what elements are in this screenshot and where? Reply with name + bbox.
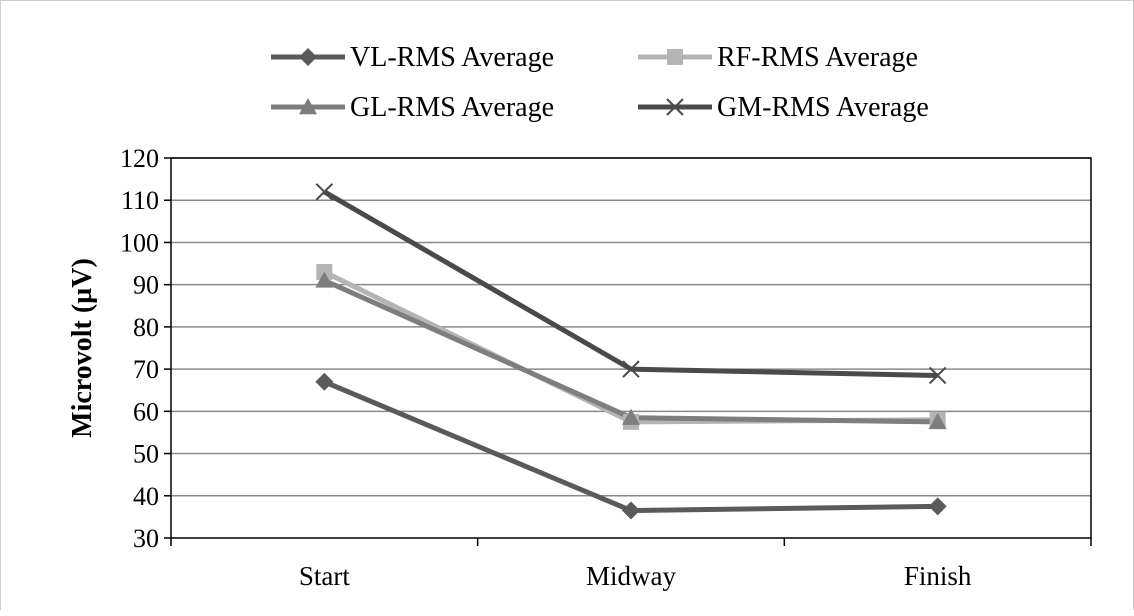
data-point-triangle (315, 271, 334, 288)
legend-entry: GL-RMS Average (271, 92, 554, 123)
y-tick-label: 60 (133, 397, 159, 426)
data-point-x (315, 183, 334, 201)
y-tick-label: 120 (120, 144, 159, 173)
y-tick-label: 50 (133, 440, 159, 469)
data-point-diamond (622, 501, 640, 520)
axes: 30 40 50 60 70 80 90 100 110 120 Start Midway Finish (120, 144, 1092, 591)
y-tick-label: 40 (133, 482, 159, 511)
x-marker-stroke (928, 366, 947, 385)
legend-marker (299, 48, 317, 66)
legend: VL-RMS Average RF-RMS Average GL-RMS Avera… (271, 42, 929, 123)
legend-marker (299, 98, 317, 115)
legend-label: GL-RMS Average (350, 92, 554, 123)
y-tick-label: 70 (133, 355, 159, 384)
series-lines (323, 189, 938, 514)
series-line-gl-rms-average (323, 278, 938, 425)
legend-marker (666, 98, 684, 116)
series-line-gm-rms-average (323, 189, 938, 378)
series-line-rf-rms-average (323, 269, 938, 425)
data-point-diamond (928, 497, 947, 516)
y-axis-title: Microvolt (µV) (67, 258, 98, 438)
x-marker-stroke (622, 360, 640, 378)
x-category-label: Finish (904, 561, 972, 591)
y-tick-label: 100 (120, 228, 159, 257)
y-tick-label: 30 (133, 524, 159, 553)
x-category-label: Start (299, 561, 350, 591)
legend-label: RF-RMS Average (717, 42, 918, 73)
series-markers (315, 183, 947, 520)
data-point-triangle (928, 412, 947, 430)
y-tick-label: 90 (133, 271, 159, 300)
legend-entry: GM-RMS Average (638, 92, 929, 123)
data-point-x (622, 360, 640, 378)
series-line-vl-rms-average (323, 379, 938, 514)
y-tick-label: 80 (133, 313, 159, 342)
data-point-x (928, 366, 947, 385)
x-category-label: Midway (586, 561, 676, 591)
y-tick-label: 110 (121, 186, 159, 215)
gridlines (171, 157, 1091, 497)
data-point-diamond (315, 372, 334, 391)
data-point-triangle (622, 408, 640, 425)
x-marker-stroke (315, 183, 334, 201)
legend-entry: VL-RMS Average (271, 42, 554, 73)
legend-entry: RF-RMS Average (638, 42, 918, 73)
x-marker-stroke (666, 98, 684, 116)
plot-area-border (170, 157, 1092, 539)
legend-label: GM-RMS Average (717, 92, 929, 123)
legend-marker (667, 49, 683, 65)
legend-label: VL-RMS Average (350, 42, 554, 73)
